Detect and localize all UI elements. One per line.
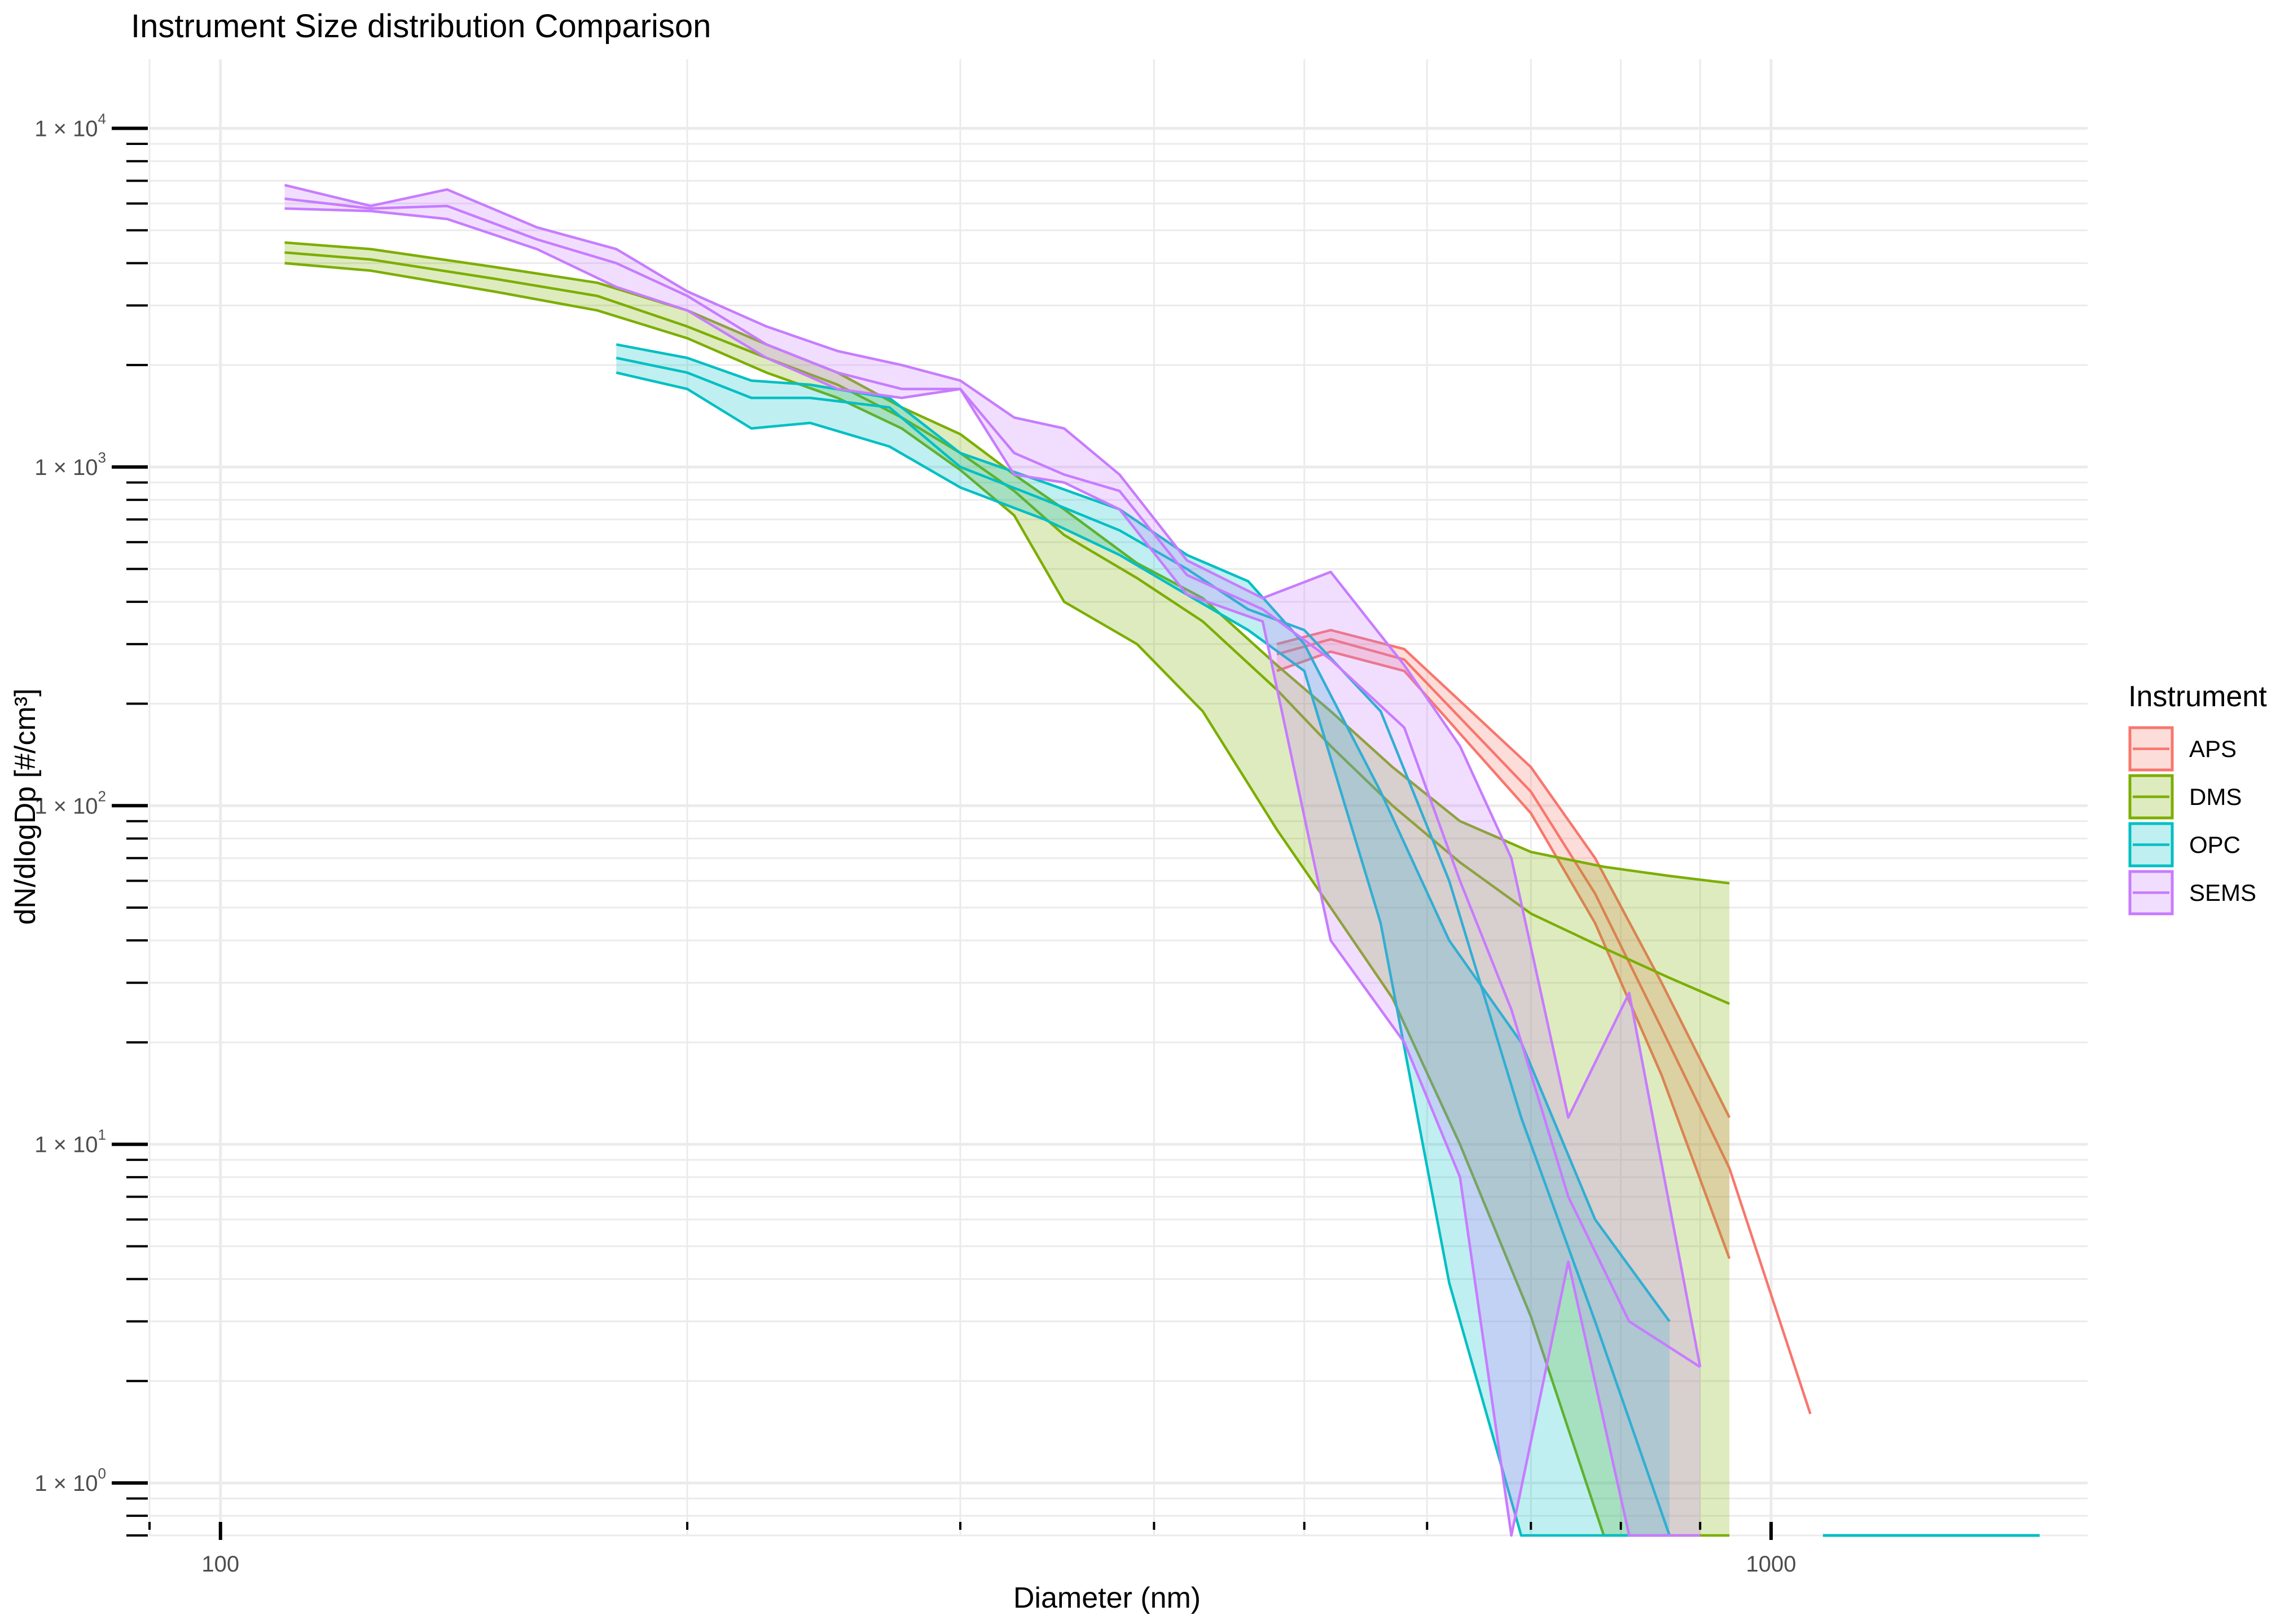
series-dms-ribbon bbox=[284, 243, 1730, 1535]
series-aps-extension bbox=[1728, 1168, 1812, 1415]
series-sems-lower-line bbox=[284, 207, 1701, 1537]
legend-item-dms: DMS bbox=[2128, 774, 2242, 820]
x-axis: 100 1000 bbox=[148, 1522, 1796, 1577]
x-tick-label: 100 bbox=[201, 1552, 239, 1577]
y-tick-label: 1 × 101 bbox=[34, 1126, 106, 1158]
y-tick-label: 1 × 103 bbox=[34, 449, 106, 480]
y-tick-label: 1 × 102 bbox=[34, 787, 106, 818]
series-sems bbox=[284, 183, 1702, 1537]
series-opc-mean-line bbox=[616, 357, 1671, 1536]
legend-label-dms: DMS bbox=[2189, 784, 2242, 810]
x-axis-title: Diameter (nm) bbox=[1013, 1582, 1201, 1614]
y-tick-label: 1 × 104 bbox=[34, 111, 106, 142]
y-axis-title: dN/dlogDp [#/cm³] bbox=[9, 688, 42, 925]
series-dms-mean-line bbox=[284, 251, 1730, 1005]
series-dms bbox=[284, 241, 1730, 1537]
series-sems-ribbon bbox=[284, 185, 1701, 1535]
y-tick-label: 1 × 100 bbox=[34, 1465, 106, 1496]
legend-label-sems: SEMS bbox=[2189, 879, 2256, 906]
series-aps-upper-line bbox=[1276, 628, 1731, 1119]
legend-item-aps: APS bbox=[2128, 726, 2237, 772]
series-aps-mean-line bbox=[1276, 638, 1731, 1169]
series-opc-lower-line bbox=[616, 371, 1670, 1537]
chart-title: Instrument Size distribution Comparison bbox=[131, 8, 711, 45]
legend-label-aps: APS bbox=[2189, 736, 2237, 762]
series-dms-upper-line bbox=[284, 241, 1730, 885]
series-dms-lower-line bbox=[284, 262, 1730, 1537]
legend-item-opc: OPC bbox=[2128, 822, 2241, 868]
legend: Instrument APS DMS OPC SEMS bbox=[2128, 680, 2267, 916]
series-sems-mean-line bbox=[284, 197, 1701, 1368]
series-sems-upper-line bbox=[284, 183, 1702, 1367]
series-aps-ribbon bbox=[1277, 630, 1730, 1259]
legend-label-opc: OPC bbox=[2189, 831, 2241, 858]
x-tick-label: 1000 bbox=[1746, 1552, 1796, 1577]
grid bbox=[148, 59, 2088, 1537]
series-aps bbox=[1276, 628, 1812, 1415]
legend-item-sems: SEMS bbox=[2128, 870, 2256, 916]
series-aps-lower-line bbox=[1276, 650, 1731, 1259]
legend-title: Instrument bbox=[2128, 680, 2267, 713]
series-opc-ribbon bbox=[616, 344, 1670, 1536]
y-axis: 1 × 100 1 × 101 1 × 102 1 × 103 1 × 104 bbox=[34, 111, 148, 1537]
series-layer bbox=[284, 183, 2040, 1537]
